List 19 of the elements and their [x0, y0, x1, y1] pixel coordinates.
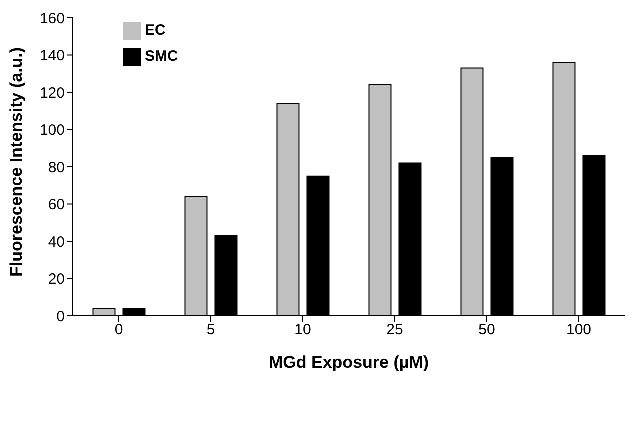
x-tick-label: 10 — [294, 322, 312, 339]
legend-label: SMC — [145, 48, 178, 65]
y-tick-label: 20 — [48, 271, 65, 288]
y-tick-label: 40 — [48, 234, 65, 251]
y-tick-label: 0 — [56, 308, 65, 326]
y-tick-label: 140 — [40, 48, 65, 65]
x-tick-label: 0 — [114, 322, 124, 339]
y-tick-label: 160 — [40, 10, 65, 28]
y-axis-title: Fluorescence Intensity (a.u.) — [7, 47, 26, 277]
y-tick-label: 60 — [48, 196, 65, 214]
legend-label: EC — [145, 22, 166, 39]
x-tick-label: 100 — [566, 322, 592, 339]
x-tick-label: 50 — [478, 322, 496, 339]
y-tick-label: 80 — [48, 159, 65, 176]
x-tick-label: 25 — [386, 322, 404, 339]
y-tick-label: 120 — [40, 84, 65, 102]
x-tick-label: 5 — [206, 322, 216, 339]
y-tick-label: 100 — [40, 122, 65, 140]
x-axis-title: MGd Exposure (µM) — [269, 353, 429, 372]
